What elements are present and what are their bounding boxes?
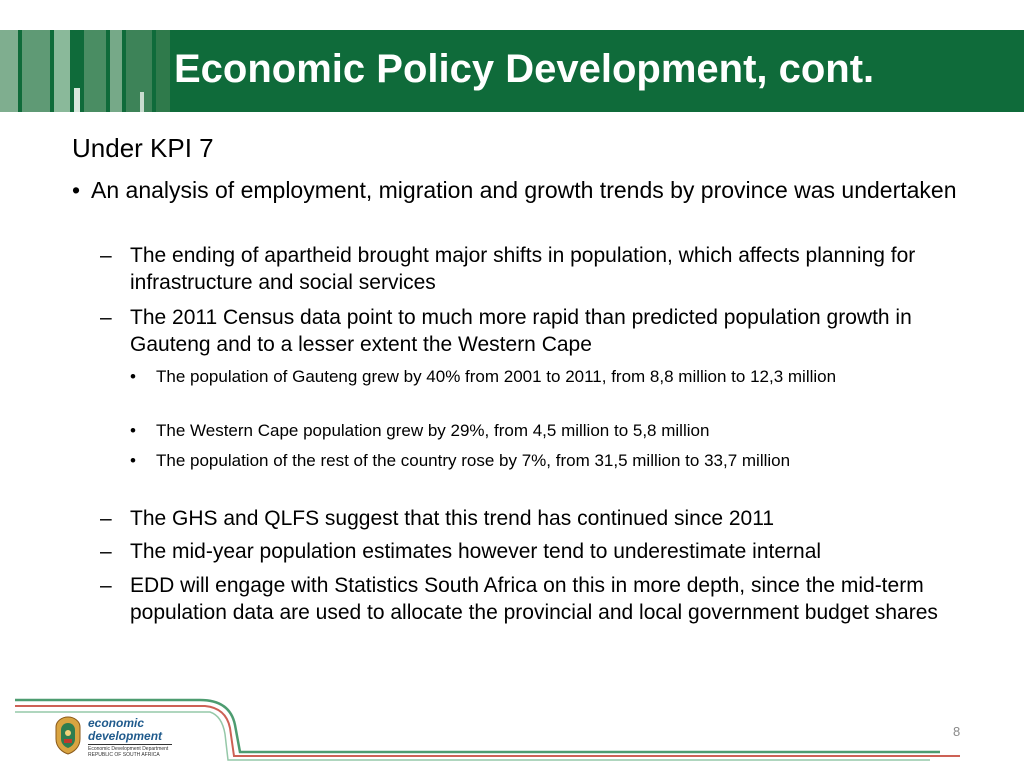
footer-swoosh-lines: [15, 698, 960, 761]
banner-stripe: [126, 30, 152, 112]
sub-sub-bullet-text: The Western Cape population grew by 29%,…: [156, 421, 710, 440]
sub-bullet-item: – The GHS and QLFS suggest that this tre…: [100, 505, 980, 532]
sub-sub-bullet-text: The population of the rest of the countr…: [156, 451, 791, 470]
bullet-text: An analysis of employment, migration and…: [91, 177, 957, 203]
bullet-dot: •: [72, 177, 81, 203]
banner-stripe: [0, 30, 18, 112]
banner-stripe: [54, 30, 70, 112]
banner-stripe: [22, 30, 50, 112]
title-banner: Economic Policy Development, cont.: [0, 30, 1024, 112]
logo-subtitle-line1: Economic Development Department: [88, 746, 169, 752]
sub-bullet-text: The GHS and QLFS suggest that this trend…: [130, 507, 774, 530]
kpi-heading: Under KPI 7: [72, 133, 214, 163]
page-number: 8: [953, 724, 961, 739]
sub-bullet-item: – EDD will engage with Statistics South …: [100, 572, 980, 626]
dash-marker: –: [100, 507, 112, 530]
sub-bullet-text: The ending of apartheid brought major sh…: [130, 244, 916, 294]
bullet-dot: •: [130, 421, 136, 440]
bullet-dot: •: [130, 367, 136, 386]
sub-bullet-text: EDD will engage with Statistics South Af…: [130, 574, 938, 624]
banner-stripe: [156, 30, 170, 112]
banner-stripe: [110, 30, 122, 112]
sub-bullet-item: – The mid-year population estimates howe…: [100, 538, 980, 565]
dash-marker: –: [100, 540, 112, 563]
sub-sub-bullet-text: The population of Gauteng grew by 40% fr…: [156, 367, 837, 386]
banner-stripe: [140, 92, 144, 112]
bullet-dot: •: [130, 451, 136, 470]
slide-title: Economic Policy Development, cont.: [174, 47, 875, 91]
sub-bullet-item: – The ending of apartheid brought major …: [100, 242, 980, 296]
sub-sub-bullet-item: • The population of Gauteng grew by 40% …: [130, 365, 970, 389]
sub-sub-bullet-item: • The Western Cape population grew by 29…: [130, 419, 970, 443]
department-logo: economic development Economic Developmen…: [88, 717, 172, 758]
coat-of-arms-icon: [55, 716, 81, 755]
banner-stripe: [74, 88, 80, 112]
banner-stripe: [84, 30, 106, 112]
bullet-item: • An analysis of employment, migration a…: [72, 176, 992, 205]
dash-marker: –: [100, 244, 112, 267]
logo-subtitle: Economic Development Department REPUBLIC…: [88, 744, 172, 758]
logo-subtitle-line2: REPUBLIC OF SOUTH AFRICA: [88, 752, 160, 758]
logo-word-economic: economic: [88, 716, 145, 730]
sub-bullet-text: The 2011 Census data point to much more …: [130, 306, 912, 356]
dash-marker: –: [100, 574, 112, 597]
sub-sub-bullet-item: • The population of the rest of the coun…: [130, 449, 970, 473]
sub-bullet-item: – The 2011 Census data point to much mor…: [100, 304, 980, 358]
dash-marker: –: [100, 306, 112, 329]
logo-word-development: development: [88, 729, 163, 743]
sub-bullet-text: The mid-year population estimates howeve…: [130, 540, 822, 563]
